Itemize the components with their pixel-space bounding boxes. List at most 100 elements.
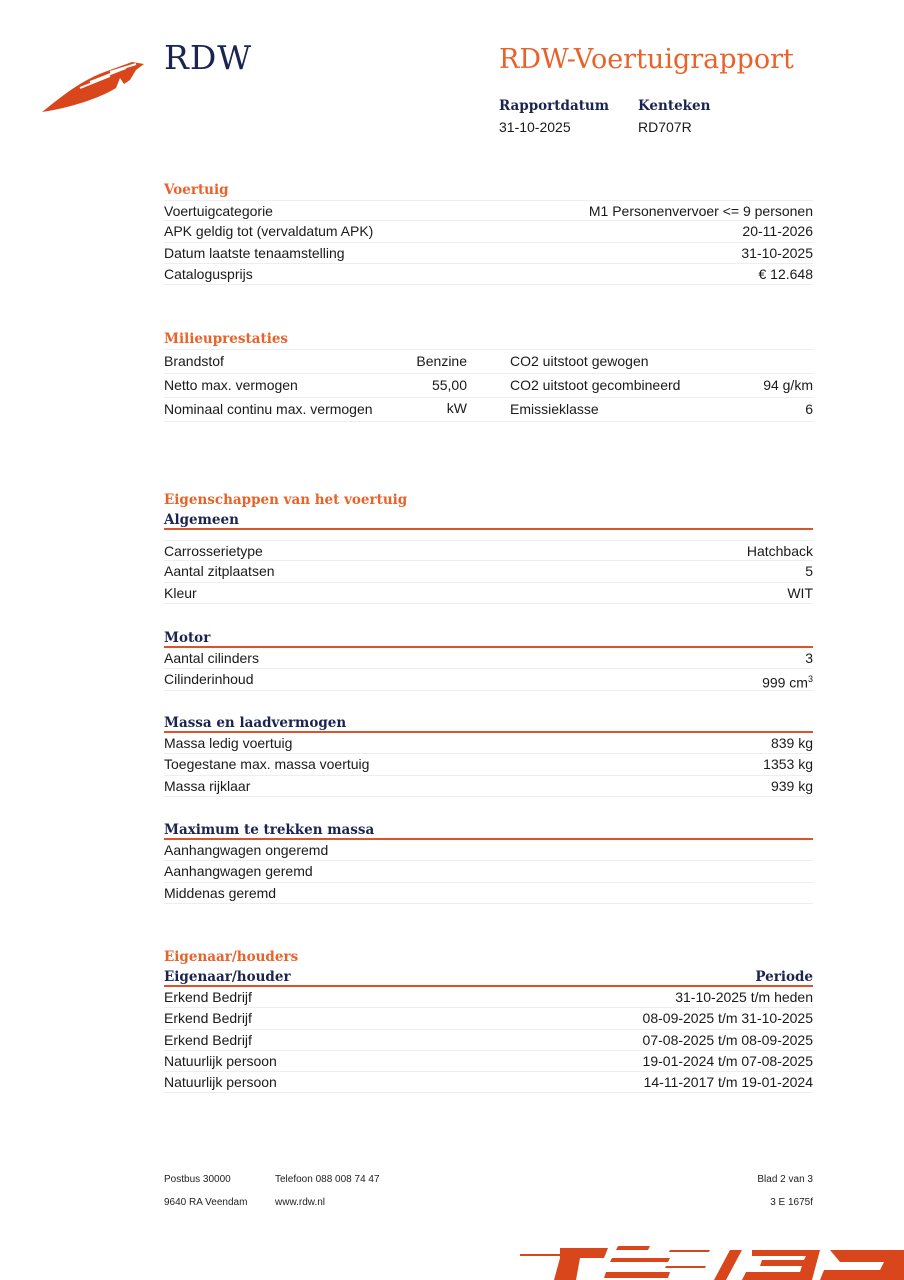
table-row: Aantal zitplaatsen 5 xyxy=(164,561,813,583)
row-label: Erkend Bedrijf xyxy=(164,1010,252,1027)
row-label: Massa rijklaar xyxy=(164,777,251,794)
row-value: 839 kg xyxy=(771,733,813,753)
column-header-period: Periode xyxy=(755,969,813,985)
row-value-text: 31-10-2025 xyxy=(741,244,813,261)
row-label: Cilinderinhoud xyxy=(164,671,254,688)
report-date: 31-10-2025 xyxy=(499,119,571,135)
row-label: APK geldig tot (vervaldatum APK) xyxy=(164,223,374,240)
subsection-trekken: Maximum te trekken massa Aanhangwagen on… xyxy=(164,820,813,904)
row-value: WIT xyxy=(787,583,813,603)
row-value: € 12.648 xyxy=(759,264,814,284)
cell-value2: 6 xyxy=(805,401,813,417)
row-value: 20-11-2026 xyxy=(742,221,813,241)
row-label: Datum laatste tenaamstelling xyxy=(164,244,345,261)
row-value: 939 kg xyxy=(771,776,813,796)
table-row: Aantal cilinders 3 xyxy=(164,648,813,670)
table-row: Brandstof Benzine CO2 uitstoot gewogen xyxy=(164,350,813,374)
subsection-massa: Massa en laadvermogen Massa ledig voertu… xyxy=(164,713,813,797)
row-label: Aantal zitplaatsen xyxy=(164,563,275,580)
row-label: Aantal cilinders xyxy=(164,650,259,666)
row-value: 08-09-2025 t/m 31-10-2025 xyxy=(643,1008,813,1028)
section-title: Voertuig xyxy=(164,182,229,198)
table-row: Datum laatste tenaamstelling 31-10-2025 xyxy=(164,243,813,264)
footer-code: 3 E 1675f xyxy=(770,1197,813,1208)
table-row: Netto max. vermogen 55,00 kW CO2 uitstoot … xyxy=(164,374,813,416)
table-row: Middenas geremd xyxy=(164,883,813,904)
row-value: 07-08-2025 t/m 08-09-2025 xyxy=(643,1030,813,1050)
cell-value2: 94 g/km xyxy=(763,377,813,393)
logo-text: RDW xyxy=(164,38,253,77)
subsection-title: Maximum te trekken massa xyxy=(164,820,813,840)
row-label: Natuurlijk persoon xyxy=(164,1052,277,1069)
row-label: Kleur xyxy=(164,584,197,601)
row-label: Catalogusprijs xyxy=(164,265,253,282)
row-label: Voertuigcategorie xyxy=(164,203,273,219)
row-label: Massa ledig voertuig xyxy=(164,735,293,751)
row-value-text: 839 kg xyxy=(770,735,813,751)
row-label: Natuurlijk persoon xyxy=(164,1074,277,1091)
section-milieu: Milieuprestaties Brandstof Benzine CO2 uit… xyxy=(164,329,813,422)
row-value-text: Hatchback xyxy=(746,543,813,559)
row-value: 1353 kg xyxy=(763,754,813,774)
rdw-footer-stripes-icon xyxy=(520,1246,904,1280)
row-value-text: 31-10-2025 t/m heden xyxy=(675,989,813,1005)
section-voertuig: Voertuig Voertuigcategorie M1 Personenver… xyxy=(164,180,814,286)
cell-value xyxy=(410,398,467,421)
table-row: Erkend Bedrijf 31-10-2025 t/m heden xyxy=(164,987,813,1009)
row-value-text: € 12.648 xyxy=(758,265,814,282)
plate-label: Kenteken xyxy=(638,98,711,114)
row-value-text: 19-01-2024 t/m 07-08-2025 xyxy=(642,1052,813,1069)
table-row: Toegestane max. massa voertuig 1353 kg xyxy=(164,754,813,776)
table-row: Erkend Bedrijf 07-08-2025 t/m 08-09-2025 xyxy=(164,1030,813,1051)
row-value: 31-10-2025 t/m heden xyxy=(675,987,813,1007)
table-row: Carrosserietype Hatchback xyxy=(164,540,813,562)
row-value-text: 14-11-2017 t/m 19-01-2024 xyxy=(643,1074,813,1091)
table-row: Nominaal continu max. vermogen Emissiekla… xyxy=(164,398,813,422)
row-value: 19-01-2024 t/m 07-08-2025 xyxy=(643,1051,813,1071)
cell-label: Netto max. vermogen xyxy=(164,377,298,393)
superscript: 3 xyxy=(807,674,813,685)
row-value: 31-10-2025 xyxy=(741,243,813,263)
table-row: Kleur WIT xyxy=(164,583,813,604)
rdw-feather-logo-icon xyxy=(42,62,144,112)
subsection-title: Algemeen xyxy=(164,510,813,530)
row-value-text: 20-11-2026 xyxy=(742,223,813,240)
footer-phone: Telefoon 088 008 74 47 xyxy=(275,1174,380,1185)
row-label: Erkend Bedrijf xyxy=(164,1031,252,1048)
row-label: Erkend Bedrijf xyxy=(164,989,252,1005)
subsection-title: Massa en laadvermogen xyxy=(164,713,813,733)
row-value-text: 1353 kg xyxy=(763,756,813,773)
table-row: Cilinderinhoud 999 cm3 xyxy=(164,669,813,691)
row-value-text: 07-08-2025 t/m 08-09-2025 xyxy=(642,1031,813,1048)
row-label: Carrosserietype xyxy=(164,543,263,559)
row-label: Toegestane max. massa voertuig xyxy=(164,756,370,773)
row-value: 5 xyxy=(805,561,813,581)
plate: RD707R xyxy=(638,119,692,135)
section-title: Eigenaar/houders xyxy=(164,949,299,965)
footer-website[interactable]: www.rdw.nl xyxy=(275,1197,326,1208)
footer-address: 9640 RA Veendam xyxy=(164,1197,248,1208)
table-header: Eigenaar/houder Periode xyxy=(164,967,813,987)
row-value: Hatchback xyxy=(747,541,813,560)
row-value-text: 5 xyxy=(805,563,813,580)
cell-label2: CO2 uitstoot gewogen xyxy=(510,353,649,369)
row-value: 14-11-2017 t/m 19-01-2024 xyxy=(644,1072,813,1092)
footer-postbus: Postbus 30000 xyxy=(164,1174,231,1185)
footer-page: Blad 2 van 3 xyxy=(757,1174,813,1185)
cell-value: Benzine xyxy=(416,353,467,369)
row-value: 3 xyxy=(805,648,813,668)
row-label: Aanhangwagen ongeremd xyxy=(164,842,329,858)
cell-label: Nominaal continu max. vermogen xyxy=(164,401,373,417)
section-title: Eigenschappen van het voertuig xyxy=(164,492,408,508)
row-label: Aanhangwagen geremd xyxy=(164,863,313,880)
table-row: APK geldig tot (vervaldatum APK) 20-11-20… xyxy=(164,221,813,243)
table-row: Voertuigcategorie M1 Personenvervoer <= 9… xyxy=(164,200,813,222)
cell-label2: Emissieklasse xyxy=(510,401,599,417)
subsection-motor: Motor Aantal cilinders 3 Cilinderinhoud 999… xyxy=(164,628,813,691)
row-value-text: 999 cm xyxy=(762,674,808,691)
report-date-label: Rapportdatum xyxy=(499,98,610,114)
page-title: RDW-Voertuigrapport xyxy=(499,44,794,75)
table-row: Natuurlijk persoon 14-11-2017 t/m 19-01-2… xyxy=(164,1072,813,1094)
row-label: Middenas geremd xyxy=(164,884,277,901)
table-row: Aanhangwagen geremd xyxy=(164,861,813,883)
